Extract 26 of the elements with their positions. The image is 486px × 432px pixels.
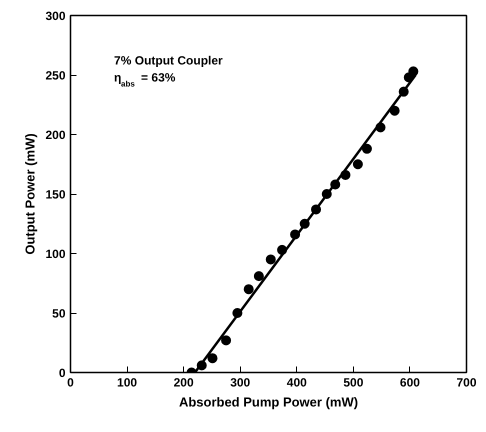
y-tick-label: 200 [45, 128, 66, 142]
point [244, 284, 254, 294]
x-tick-label: 500 [343, 376, 364, 390]
y-tick-label: 0 [58, 366, 66, 380]
point [408, 66, 418, 76]
point [207, 353, 218, 364]
x-tick-label: 300 [230, 376, 251, 390]
y-tick-label: 50 [52, 306, 66, 320]
point [362, 144, 372, 154]
y-tick-label: 100 [45, 247, 66, 261]
x-tick-label: 100 [117, 376, 138, 390]
point [352, 159, 363, 170]
point [266, 254, 276, 264]
x-tick-label: 200 [174, 376, 194, 390]
y-tick-label: 150 [45, 188, 66, 202]
y-tick-label: 250 [45, 68, 66, 82]
x-tick-label: 0 [67, 376, 74, 390]
annotation: 7% Output Coupler [114, 53, 224, 68]
point [254, 271, 264, 282]
x-axis-title: Absorbed Pump Power (mW) [178, 394, 358, 410]
y-axis-title: Output Power (mW) [22, 133, 38, 255]
point [221, 335, 232, 346]
y-tick-label: 300 [45, 9, 66, 23]
x-tick-label: 600 [400, 376, 420, 390]
x-tick-label: 700 [456, 376, 477, 390]
x-tick-label: 400 [286, 376, 308, 390]
